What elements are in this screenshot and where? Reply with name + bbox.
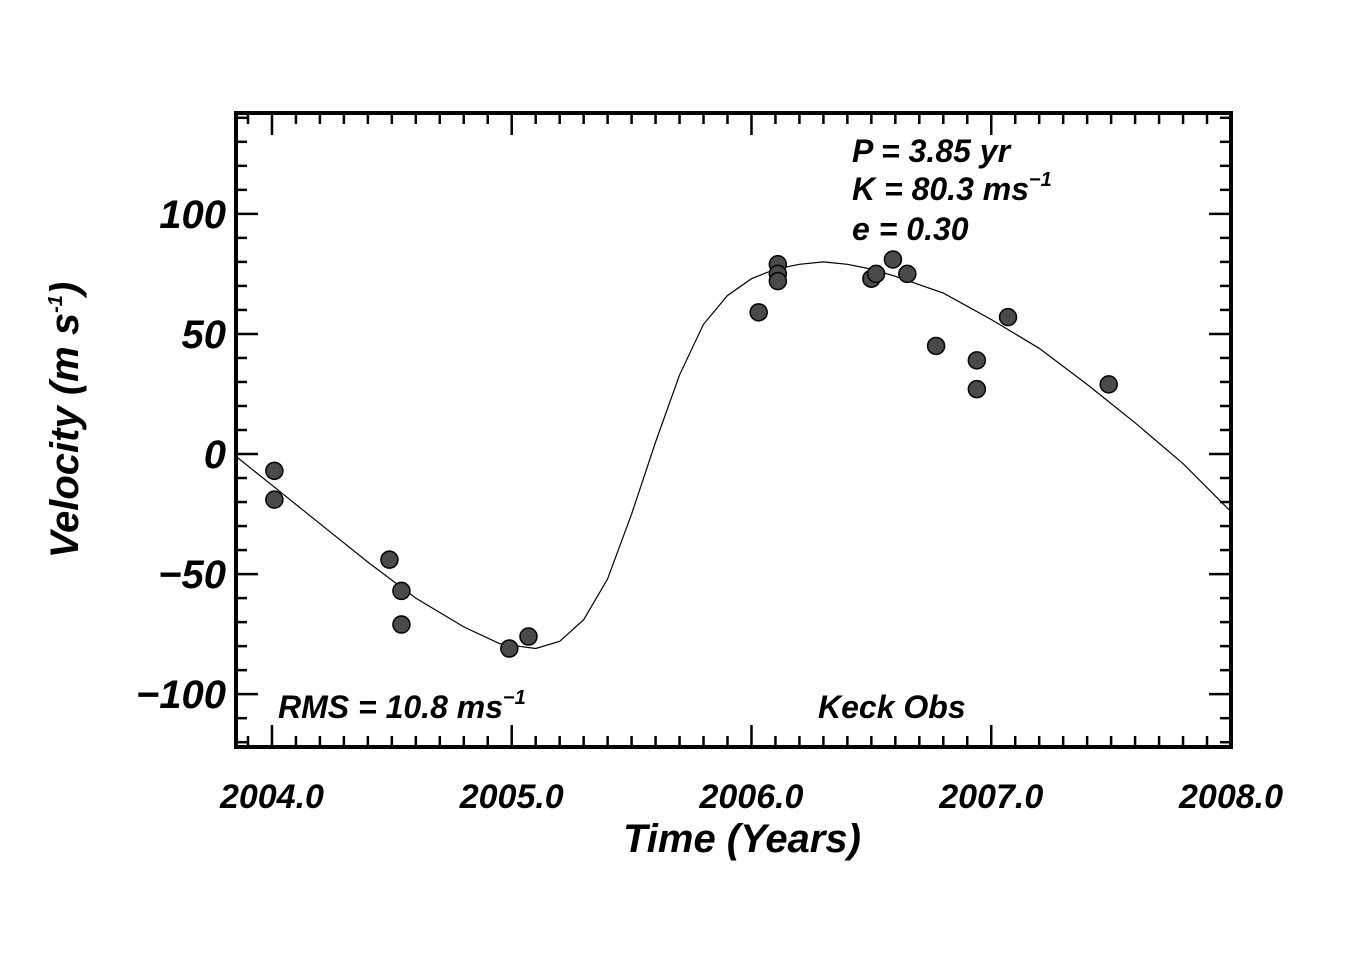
- tick-labels: 2004.0 2005.0 2006.0 2007.0 2008.0 −100 −50 0 50…: [136, 193, 1283, 816]
- period-annotation: P = 3.85 yr: [852, 133, 1012, 169]
- data-point: [1099, 375, 1118, 394]
- data-point: [898, 264, 917, 284]
- y-axis-title-sup: -1: [45, 295, 67, 313]
- x-tick-label: 2006.0: [698, 778, 803, 816]
- data-point: [967, 351, 987, 370]
- y-axis-title: Velocity (m s-1): [43, 282, 87, 558]
- y-tick-label: 100: [159, 193, 226, 237]
- data-point: [380, 550, 399, 569]
- rms-annotation-main: RMS = 10.8 ms: [278, 689, 503, 725]
- data-point: [926, 336, 946, 356]
- y-tick-label: 50: [182, 313, 227, 357]
- rms-annotation: RMS = 10.8 ms−1: [278, 687, 526, 725]
- data-points: [265, 250, 1118, 658]
- observatory-annotation: Keck Obs: [818, 689, 966, 725]
- data-point: [392, 615, 411, 634]
- data-point: [866, 264, 886, 284]
- amplitude-annotation-sup: −1: [1029, 169, 1052, 191]
- y-tick-label: −50: [158, 553, 226, 597]
- amplitude-annotation: K = 80.3 ms−1: [852, 169, 1052, 207]
- data-point: [392, 581, 411, 601]
- data-point: [768, 271, 788, 291]
- x-tick-label: 2008.0: [1178, 778, 1283, 816]
- y-axis-title-close: ): [43, 282, 87, 299]
- data-point: [265, 461, 284, 481]
- data-point: [265, 490, 284, 509]
- amplitude-annotation-main: K = 80.3 ms: [852, 171, 1029, 207]
- x-tick-label: 2004.0: [219, 778, 324, 816]
- x-tick-label: 2005.0: [459, 778, 564, 816]
- y-axis-title-main: Velocity (m s: [43, 313, 87, 558]
- y-tick-label: −100: [136, 673, 226, 717]
- y-tick-label: 0: [204, 433, 226, 477]
- x-axis-title: Time (Years): [623, 817, 861, 861]
- orbital-fit-curve: [235, 261, 1232, 650]
- data-point: [967, 379, 987, 399]
- data-point: [883, 250, 903, 269]
- data-point: [749, 303, 768, 322]
- data-point: [519, 627, 538, 646]
- rms-annotation-sup: −1: [503, 687, 526, 709]
- eccentricity-annotation: e = 0.30: [852, 211, 969, 247]
- x-tick-label: 2007.0: [938, 778, 1043, 816]
- plot-frame: [234, 111, 1233, 749]
- axis-ticks: [236, 113, 1233, 747]
- data-point: [500, 639, 519, 658]
- data-point: [998, 307, 1018, 327]
